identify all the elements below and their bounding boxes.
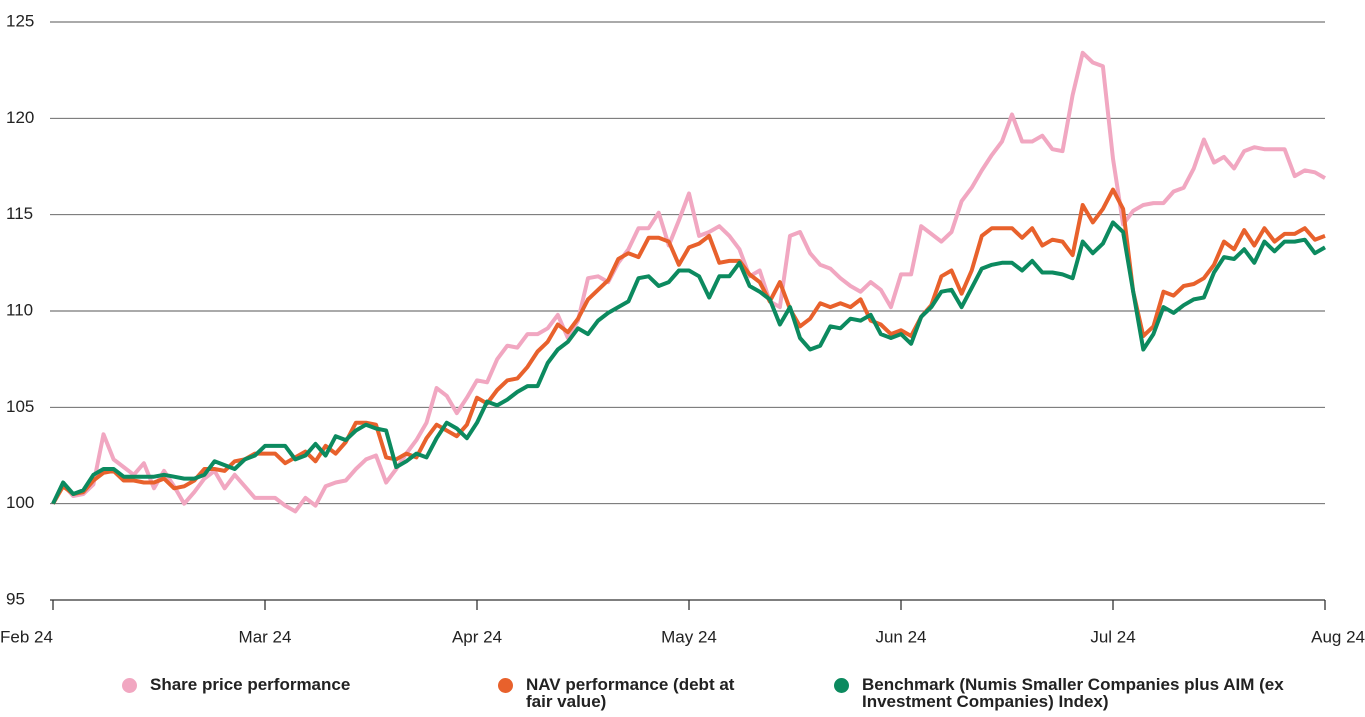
- x-tick-label: Mar 24: [239, 627, 292, 646]
- legend-item: Benchmark (Numis Smaller Companies plus …: [834, 676, 1322, 710]
- legend-item: Share price performance: [122, 676, 390, 693]
- legend-marker: [498, 678, 513, 693]
- series-line: [51, 50, 1326, 514]
- y-tick-label: 120: [6, 108, 34, 127]
- x-tick-label: May 24: [661, 627, 717, 646]
- legend-label: Benchmark (Numis Smaller Companies plus …: [862, 675, 1284, 711]
- legend: Share price performance NAV performance (…: [0, 676, 1365, 717]
- legend-marker: [122, 678, 137, 693]
- x-tick-label: Jun 24: [875, 627, 926, 646]
- x-tick-label: Apr 24: [452, 627, 502, 646]
- series-line: [51, 220, 1326, 505]
- y-tick-label: 95: [6, 589, 25, 608]
- series-line: [51, 187, 1326, 505]
- x-tick-label: Jul 24: [1090, 627, 1135, 646]
- chart: 95 100 105 110 115 120 125 Feb 24 Mar 24 Apr 24 Ma…: [0, 11, 1365, 646]
- x-tick-label: Aug 24: [1311, 627, 1365, 646]
- y-tick-label: 125: [6, 11, 34, 30]
- y-tick-label: 115: [6, 204, 33, 223]
- x-tick-label: Feb 24: [0, 627, 53, 646]
- legend-item: NAV performance (debt at fair value): [498, 676, 736, 710]
- y-tick-label: 105: [6, 397, 34, 416]
- legend-label: NAV performance (debt at fair value): [526, 675, 735, 711]
- legend-label: Share price performance: [150, 675, 351, 694]
- legend-marker: [834, 678, 849, 693]
- y-tick-label: 100: [6, 493, 34, 512]
- y-tick-label: 110: [6, 300, 33, 319]
